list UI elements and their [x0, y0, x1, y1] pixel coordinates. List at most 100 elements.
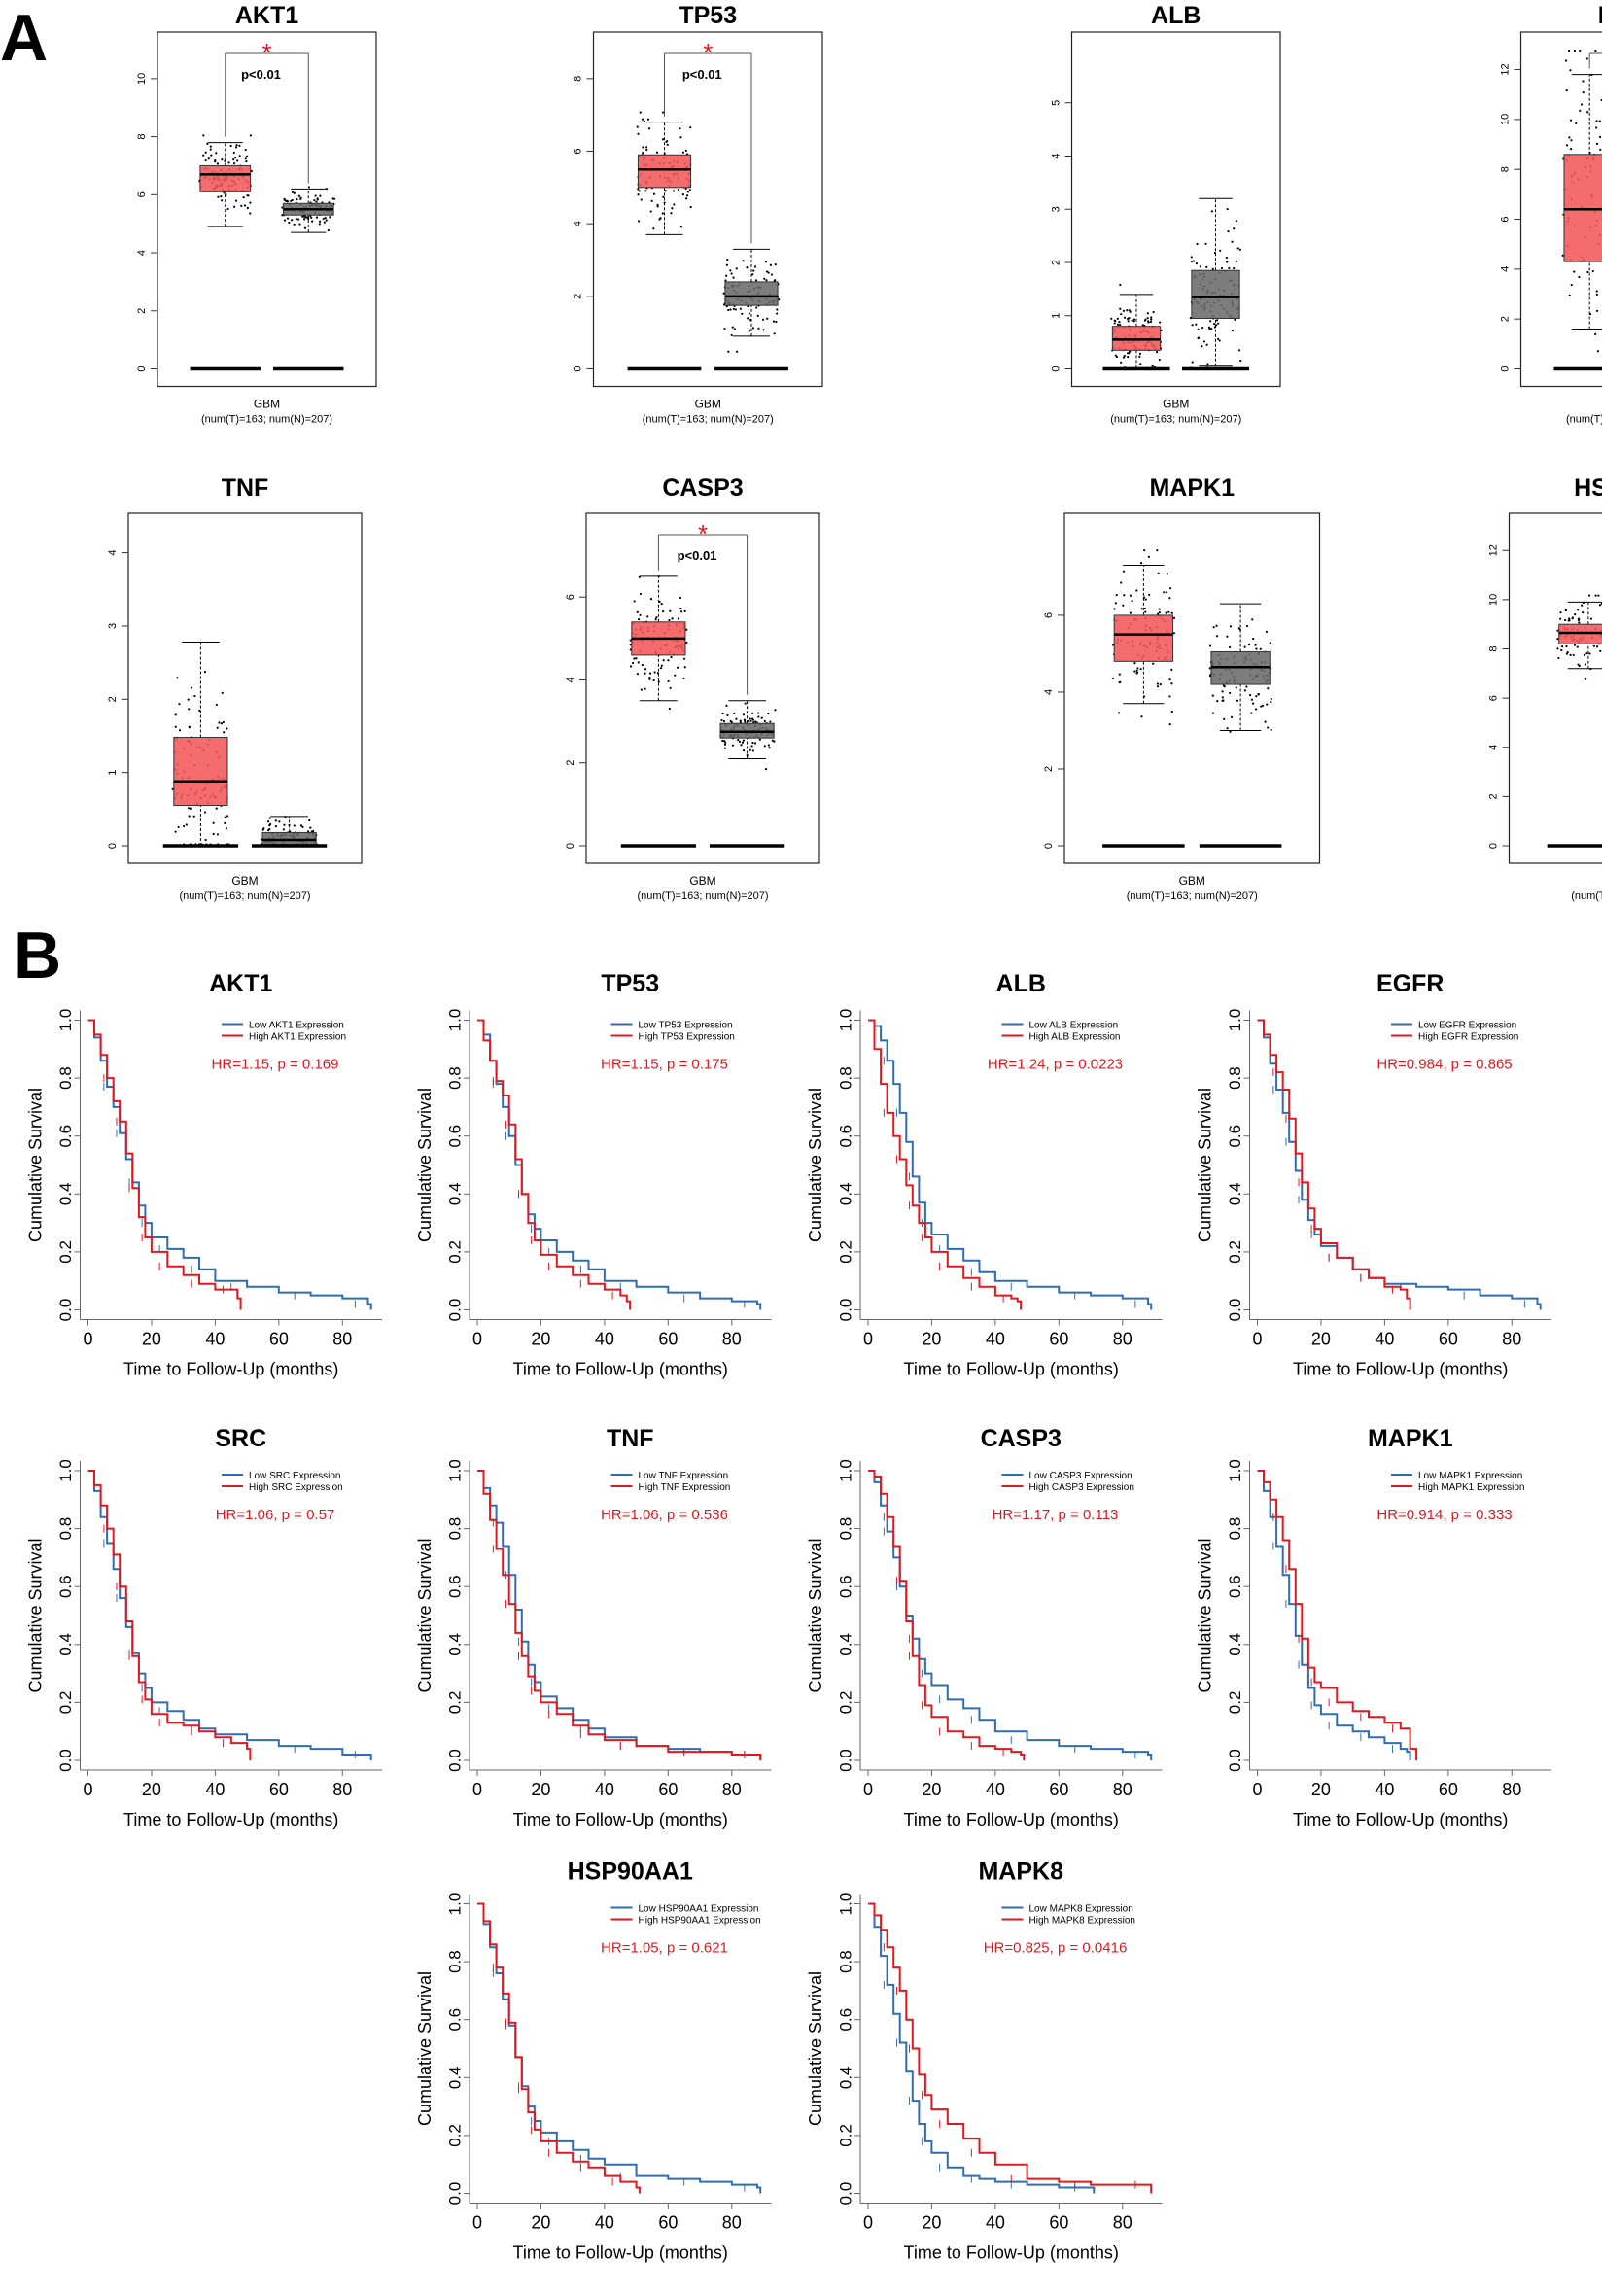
legend-label-high: High AKT1 Expression — [249, 1032, 346, 1043]
tumor-point — [646, 118, 650, 121]
y-axis-label: Cumulative Survival — [415, 1088, 435, 1242]
normal-point — [268, 817, 271, 819]
x-tick-label: 60 — [1439, 1330, 1458, 1349]
y-tick-label: 0.8 — [1226, 1517, 1244, 1541]
plot-frame — [1063, 512, 1321, 864]
y-axis-label: Cumulative Survival — [415, 1971, 435, 2126]
tumor-point — [1588, 652, 1591, 655]
tumor-point — [1585, 652, 1588, 655]
tumor-point — [633, 600, 636, 603]
tumor-point — [665, 140, 668, 144]
tumor-point — [649, 597, 653, 601]
y-tick-label: 1 — [107, 770, 119, 776]
y-tick-label: 0.4 — [56, 1633, 75, 1656]
low-expression-curve — [1257, 1470, 1411, 1760]
tumor-point — [659, 667, 663, 670]
normal-point — [725, 274, 728, 277]
tumor-point — [1594, 594, 1597, 597]
normal-point — [1231, 240, 1234, 243]
legend-label-high: High MAPK1 Expression — [1418, 1482, 1525, 1493]
tumor-point — [1127, 320, 1130, 323]
normal-point — [1202, 340, 1206, 343]
x-tick-label: 0 — [472, 2213, 482, 2233]
normal-point — [753, 265, 757, 268]
plot-title: HSP90AA1 — [1574, 474, 1602, 502]
tumor-point — [669, 609, 672, 612]
y-tick-label: 0.0 — [836, 1749, 854, 1772]
tumor-point — [1576, 645, 1579, 648]
normal-point — [1218, 339, 1221, 342]
tumor-point — [1568, 136, 1571, 139]
normal-point — [739, 307, 742, 310]
x-axis-label: Time to Follow-Up (months) — [123, 1360, 338, 1379]
tumor-point — [637, 617, 641, 621]
normal-point — [324, 217, 327, 220]
tumor-point — [1159, 682, 1162, 686]
tumor-point — [643, 120, 645, 122]
tumor-point — [1595, 309, 1599, 312]
tumor-point — [1113, 322, 1116, 325]
normal-point — [284, 199, 288, 202]
normal-point — [1255, 647, 1258, 650]
tumor-point — [1595, 645, 1599, 648]
tumor-point — [1579, 49, 1582, 52]
tumor-box — [1558, 623, 1602, 644]
tumor-point — [1577, 609, 1580, 611]
tumor-point — [1128, 350, 1132, 353]
normal-point — [1216, 700, 1219, 703]
tumor-point — [661, 212, 664, 215]
x-tick-label: 0 — [863, 1330, 873, 1349]
high-expression-curve — [868, 1470, 1026, 1760]
tumor-point — [171, 787, 174, 790]
tumor-point — [1575, 122, 1578, 125]
tumor-point — [1595, 120, 1598, 122]
tumor-point — [1556, 638, 1559, 641]
tumor-point — [218, 721, 221, 724]
tumor-point — [1565, 89, 1568, 92]
y-tick-label: 0.0 — [445, 1749, 464, 1772]
normal-point — [753, 742, 757, 745]
tumor-point — [1568, 619, 1571, 622]
normal-point — [720, 718, 723, 722]
legend-label-high: High TNF Expression — [639, 1482, 731, 1493]
legend-label-low: Low EGFR Expression — [1418, 1021, 1516, 1031]
normal-point — [744, 702, 747, 705]
km-title: MAPK8 — [978, 1859, 1063, 1886]
normal-point — [1229, 625, 1233, 628]
normal-point — [776, 312, 779, 315]
tumor-point — [216, 726, 219, 729]
y-tick-label: 0.6 — [836, 1125, 854, 1148]
tumor-point — [238, 144, 241, 147]
normal-point — [733, 328, 737, 330]
sample-size-note: (num(T)=163; num(N)=207) — [201, 414, 332, 426]
tumor-point — [1585, 57, 1588, 60]
y-tick-label: 4 — [1500, 266, 1512, 272]
y-tick-label: 0.6 — [445, 1575, 464, 1598]
tumor-point — [668, 618, 671, 622]
normal-point — [1190, 256, 1193, 259]
tumor-point — [636, 125, 639, 128]
normal-point — [302, 215, 306, 218]
normal-point — [283, 823, 286, 826]
tumor-point — [225, 827, 228, 830]
normal-point — [298, 223, 301, 226]
normal-point — [1267, 687, 1270, 690]
y-tick-label: 0.8 — [56, 1517, 75, 1541]
normal-point — [767, 271, 770, 274]
tumor-box — [1113, 614, 1174, 662]
tumor-point — [221, 691, 224, 694]
tumor-point — [1150, 318, 1153, 321]
tumor-point — [1157, 572, 1160, 574]
legend-label-high: High EGFR Expression — [1418, 1032, 1518, 1043]
y-axis-label: Cumulative Survival — [806, 1971, 825, 2126]
tumor-point — [664, 190, 667, 192]
y-tick-label: 0 — [565, 843, 576, 849]
normal-point — [722, 719, 726, 723]
y-tick-label: 0.6 — [836, 2008, 854, 2032]
normal-point — [751, 712, 754, 714]
x-tick-label: 0 — [472, 1780, 482, 1799]
tumor-point — [1158, 610, 1161, 614]
hazard-ratio-annotation: HR=0.984, p = 0.865 — [1376, 1057, 1512, 1073]
normal-point — [758, 738, 761, 741]
y-axis-label: Cumulative Survival — [1196, 1088, 1215, 1242]
